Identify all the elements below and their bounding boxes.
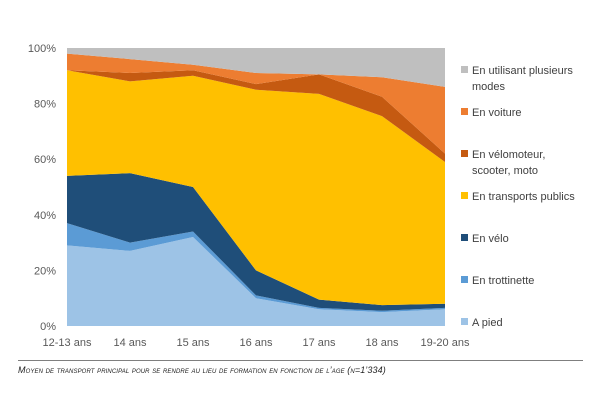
x-tick-label: 16 ans bbox=[239, 337, 273, 349]
y-axis: 0% 20% 40% 60% 80% 100% bbox=[28, 43, 56, 333]
legend-label: A pied bbox=[472, 317, 503, 329]
x-tick-label: 17 ans bbox=[302, 337, 336, 349]
x-tick-label: 18 ans bbox=[365, 337, 399, 349]
chart-legend: En utilisant plusieurs modes En voiture En … bbox=[461, 65, 575, 329]
legend-label: modes bbox=[472, 81, 506, 93]
legend-swatch bbox=[461, 234, 468, 241]
area-en-velo bbox=[67, 173, 445, 311]
y-tick-label: 80% bbox=[34, 99, 56, 111]
chart-caption: Moyen de transport principal pour se ren… bbox=[18, 360, 583, 375]
stacked-area-chart: 0% 20% 40% 60% 80% 100% 12-13 ans 14 ans 15 ans… bbox=[28, 43, 575, 349]
legend-swatch bbox=[461, 108, 468, 115]
x-tick-label: 12-13 ans bbox=[43, 337, 92, 349]
y-tick-label: 100% bbox=[28, 43, 56, 55]
x-tick-label: 15 ans bbox=[176, 337, 210, 349]
y-tick-label: 40% bbox=[34, 210, 56, 222]
legend-swatch bbox=[461, 192, 468, 199]
legend-label: En vélomoteur, bbox=[472, 149, 545, 161]
area-en-transports-publics bbox=[67, 70, 445, 306]
chart-areas bbox=[67, 48, 445, 326]
legend-label: En vélo bbox=[472, 233, 509, 245]
area-en-voiture bbox=[67, 53, 445, 154]
x-tick-label: 19-20 ans bbox=[421, 337, 470, 349]
x-tick-label: 14 ans bbox=[113, 337, 147, 349]
legend-label: scooter, moto bbox=[472, 165, 538, 177]
area-a-pied bbox=[67, 237, 445, 326]
legend-swatch bbox=[461, 150, 468, 157]
area-en-velomoteur-scooter-moto bbox=[67, 70, 445, 162]
legend-swatch bbox=[461, 276, 468, 283]
y-tick-label: 20% bbox=[34, 265, 56, 277]
legend-label: En transports publics bbox=[472, 191, 575, 203]
legend-label: En utilisant plusieurs bbox=[472, 65, 573, 77]
area-en-utilisant-plusieurs-modes bbox=[67, 48, 445, 87]
y-tick-label: 0% bbox=[40, 321, 56, 333]
legend-swatch bbox=[461, 66, 468, 73]
x-axis: 12-13 ans 14 ans 15 ans 16 ans 17 ans 18 ans 1… bbox=[43, 337, 470, 349]
legend-swatch bbox=[461, 318, 468, 325]
legend-label: En voiture bbox=[472, 107, 522, 119]
legend-label: En trottinette bbox=[472, 275, 534, 287]
y-tick-label: 60% bbox=[34, 154, 56, 166]
